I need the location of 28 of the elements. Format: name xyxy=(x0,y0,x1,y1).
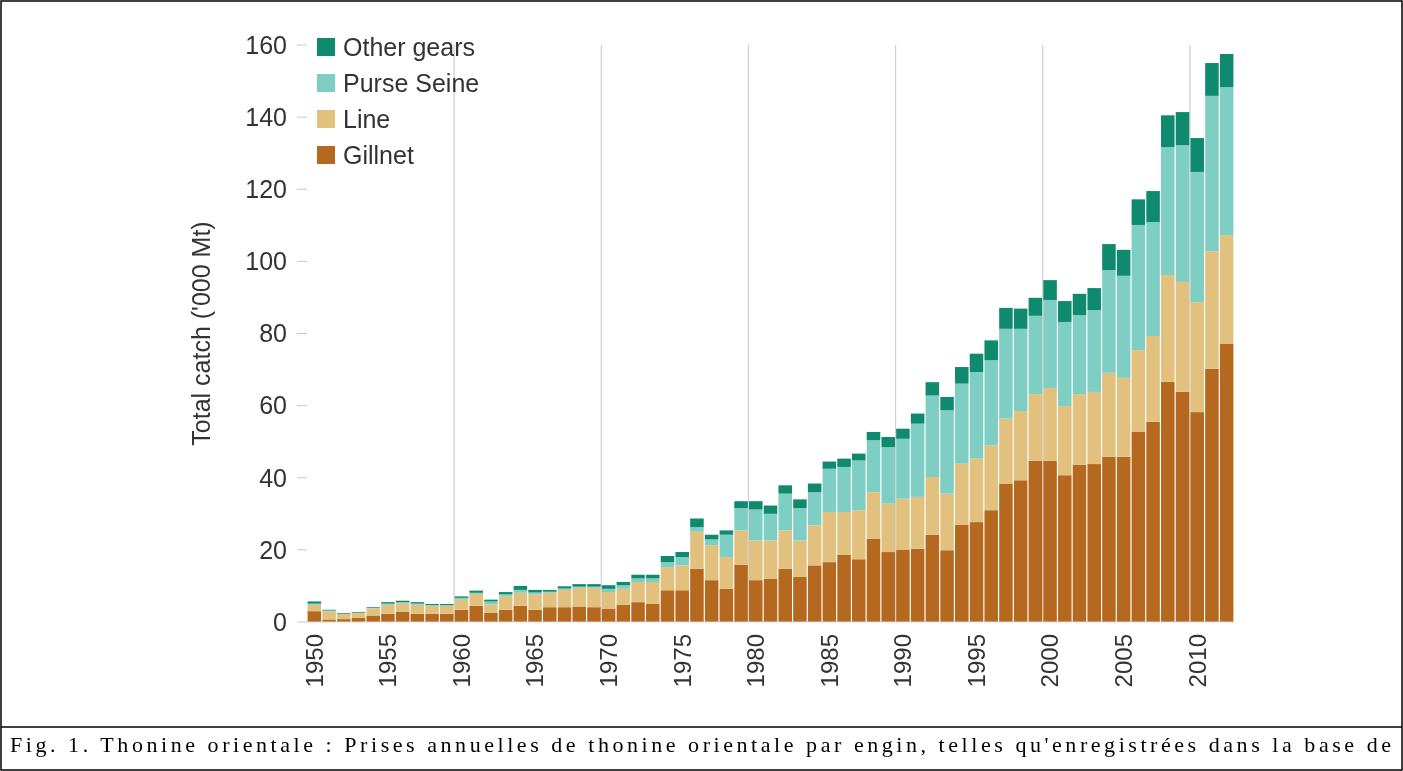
caption: Fig. 1. Thonine orientale : Prises annuelles de thonine orientale par engin, telles qu'enregistrées dans la base de xyxy=(10,732,1391,757)
x-tick-label: 1960 xyxy=(447,634,475,688)
x-tick-label: 1980 xyxy=(742,634,770,688)
legend-label: Line xyxy=(343,104,391,133)
y-tick-label: 40 xyxy=(259,463,287,492)
y-tick-label: 0 xyxy=(273,607,287,636)
x-tick-label: 1990 xyxy=(889,634,917,688)
x-tick-label: 1985 xyxy=(815,634,843,688)
x-tick-label: 1975 xyxy=(668,634,696,688)
y-tick-label: 120 xyxy=(245,175,287,203)
y-tick-label: 140 xyxy=(245,102,287,131)
y-tick-label: 80 xyxy=(259,319,287,348)
y-tick-label: 60 xyxy=(259,391,287,420)
x-tick-label: 2010 xyxy=(1183,634,1211,688)
y-tick-label: 20 xyxy=(259,535,287,564)
legend-label: Purse Seine xyxy=(343,68,480,97)
y-axis-title: Total catch ('000 Mt) xyxy=(187,221,215,446)
y-tick-label: 100 xyxy=(245,247,287,276)
legend-label: Other gears xyxy=(343,32,476,61)
x-tick-label: 2005 xyxy=(1110,634,1138,688)
x-tick-label: 2000 xyxy=(1036,634,1064,688)
x-tick-label: 1995 xyxy=(962,634,990,688)
x-tick-label: 1965 xyxy=(521,634,549,688)
legend-label: Gillnet xyxy=(343,140,414,169)
x-tick-label: 1955 xyxy=(374,634,402,688)
x-tick-label: 1950 xyxy=(300,634,328,688)
x-tick-label: 1970 xyxy=(595,634,623,688)
y-tick-label: 160 xyxy=(245,30,287,59)
